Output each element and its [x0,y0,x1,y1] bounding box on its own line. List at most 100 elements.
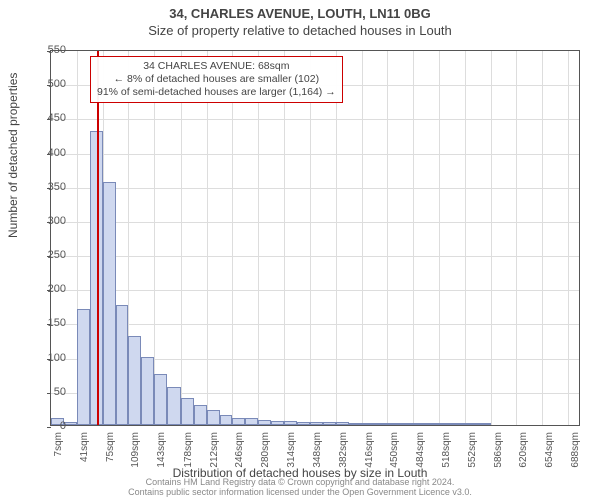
gridline-v [465,51,466,425]
ytick-label: 350 [26,181,66,193]
ytick-label: 0 [26,420,66,432]
ytick-label: 50 [26,386,66,398]
gridline-v [516,51,517,425]
gridline-v [207,51,208,425]
ytick-label: 300 [26,215,66,227]
histogram-bar [116,305,129,425]
histogram-bar [413,423,426,425]
histogram-bar [128,336,141,425]
histogram-bar [400,423,413,425]
ytick-label: 500 [26,78,66,90]
title-subtitle: Size of property relative to detached ho… [0,23,600,38]
xtick-label: 7sqm [53,432,64,482]
xtick-label: 314sqm [286,432,297,482]
histogram-bar [271,421,284,425]
gridline-v [284,51,285,425]
histogram-bar [207,410,220,425]
gridline-h [51,290,579,291]
histogram-bar [103,182,116,425]
footer: Contains HM Land Registry data © Crown c… [0,478,600,498]
xtick-label: 382sqm [338,432,349,482]
ytick-label: 450 [26,112,66,124]
histogram-bar [465,423,478,425]
xtick-label: 212sqm [209,432,220,482]
gridline-h [51,324,579,325]
plot-area [50,50,580,426]
gridline-v [336,51,337,425]
histogram-bar [220,415,233,425]
histogram-bar [284,421,297,425]
xtick-label: 654sqm [544,432,555,482]
gridline-v [542,51,543,425]
xtick-label: 143sqm [156,432,167,482]
y-axis-label: Number of detached properties [6,73,20,238]
gridline-v [181,51,182,425]
xtick-label: 620sqm [518,432,529,482]
ytick-label: 400 [26,147,66,159]
ytick-label: 150 [26,317,66,329]
gridline-h [51,188,579,189]
histogram-bar [439,423,452,425]
histogram-bar [194,405,207,426]
histogram-bar [77,309,90,425]
gridline-v [413,51,414,425]
xtick-label: 246sqm [234,432,245,482]
gridline-h [51,119,579,120]
histogram-bar [181,398,194,425]
histogram-bar [478,423,491,425]
histogram-bar [426,423,439,425]
xtick-label: 450sqm [389,432,400,482]
gridline-v [387,51,388,425]
histogram-bar [232,418,245,425]
gridline-v [232,51,233,425]
footer-line2: Contains public sector information licen… [0,488,600,498]
histogram-bar [323,422,336,425]
histogram-bar [349,423,362,425]
xtick-label: 178sqm [183,432,194,482]
title-block: 34, CHARLES AVENUE, LOUTH, LN11 0BG Size… [0,0,600,38]
gridline-v [491,51,492,425]
histogram-bar [374,423,387,425]
ytick-label: 550 [26,44,66,56]
histogram-bar [297,422,310,425]
gridline-v [362,51,363,425]
histogram-bar [387,423,400,425]
gridline-v [439,51,440,425]
annotation-box: 34 CHARLES AVENUE: 68sqm← 8% of detached… [90,56,343,103]
xtick-label: 41sqm [79,432,90,482]
xtick-label: 416sqm [364,432,375,482]
xtick-label: 484sqm [415,432,426,482]
xtick-label: 586sqm [493,432,504,482]
histogram-bar [245,418,258,425]
xtick-label: 75sqm [105,432,116,482]
gridline-h [51,154,579,155]
gridline-v [258,51,259,425]
annotation-line3: 91% of semi-detached houses are larger (… [97,86,336,99]
gridline-v [568,51,569,425]
ytick-label: 250 [26,249,66,261]
histogram-bar [336,422,349,425]
ytick-label: 100 [26,352,66,364]
histogram-bar [141,357,154,425]
histogram-bar [258,420,271,425]
chart-frame: 34, CHARLES AVENUE, LOUTH, LN11 0BG Size… [0,0,600,500]
annotation-line1: 34 CHARLES AVENUE: 68sqm [97,60,336,73]
ytick-label: 200 [26,283,66,295]
property-marker-line [97,51,99,425]
histogram-bar [452,423,465,425]
xtick-label: 109sqm [130,432,141,482]
gridline-v [310,51,311,425]
annotation-line2: ← 8% of detached houses are smaller (102… [97,73,336,86]
histogram-bar [90,131,103,425]
histogram-bar [154,374,167,425]
gridline-h [51,222,579,223]
xtick-label: 552sqm [467,432,478,482]
plot-rect [50,50,580,426]
histogram-bar [362,423,375,425]
gridline-h [51,256,579,257]
xtick-label: 688sqm [570,432,581,482]
title-address: 34, CHARLES AVENUE, LOUTH, LN11 0BG [0,6,600,21]
gridline-v [154,51,155,425]
xtick-label: 518sqm [441,432,452,482]
xtick-label: 348sqm [312,432,323,482]
